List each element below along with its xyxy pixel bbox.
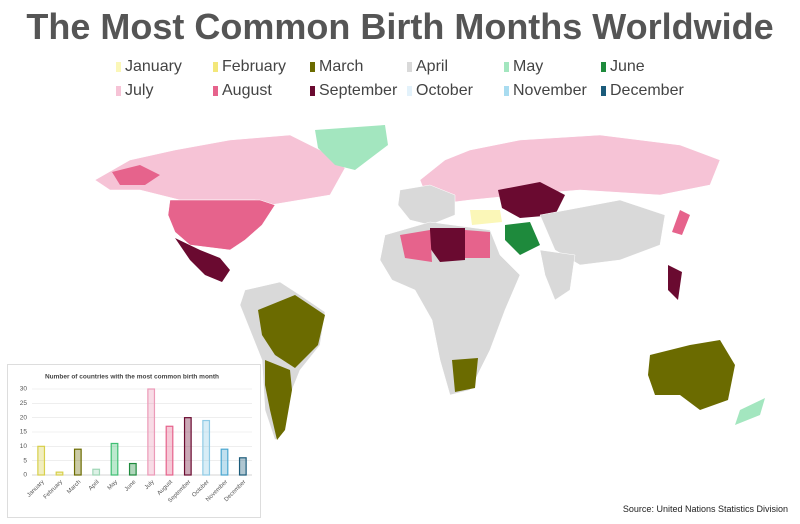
bar: [37, 445, 46, 476]
japan: [672, 210, 690, 235]
india: [539, 249, 576, 301]
argentina: [265, 360, 292, 440]
bar: [92, 468, 101, 476]
brazil: [258, 295, 325, 368]
philippines: [668, 265, 682, 300]
x-tick-label: February: [43, 479, 64, 500]
russia: [419, 134, 721, 206]
x-tick-label: May: [107, 479, 119, 491]
australia: [648, 340, 735, 410]
y-tick-label: 5: [23, 457, 27, 464]
y-tick-label: 25: [20, 400, 28, 407]
egypt: [465, 230, 490, 258]
kazakhstan: [498, 182, 565, 218]
legend-swatch: [504, 62, 509, 72]
x-tick-label: July: [144, 479, 156, 491]
bar: [165, 425, 174, 476]
europe: [397, 184, 456, 226]
algeria: [400, 230, 432, 262]
bar: [147, 388, 156, 476]
new-zealand: [735, 398, 765, 425]
legend-swatch: [116, 86, 121, 96]
bar: [55, 471, 64, 476]
bar: [110, 442, 119, 476]
legend-swatch: [601, 62, 606, 72]
usa: [167, 199, 276, 251]
bar: [220, 448, 229, 476]
bar: [73, 448, 82, 476]
legend-swatch: [213, 62, 218, 72]
legend-label: April: [416, 58, 449, 75]
y-tick-label: 30: [20, 386, 28, 393]
greenland: [315, 125, 388, 170]
inset-title: Number of countries with the most common…: [45, 374, 219, 381]
legend-item: March: [310, 58, 363, 76]
y-tick-label: 10: [20, 443, 28, 450]
legend-swatch: [310, 86, 315, 96]
legend-item: July: [116, 82, 153, 100]
bar: [202, 419, 211, 476]
bar: [128, 462, 137, 476]
legend-swatch: [601, 86, 606, 96]
legend-item: April: [407, 58, 448, 76]
legend-item: August: [213, 82, 272, 100]
legend-swatch: [407, 86, 412, 96]
legend-item: February: [213, 58, 286, 76]
legend-label: November: [513, 82, 587, 99]
legend-swatch: [116, 62, 121, 72]
libya: [430, 228, 465, 262]
x-tick-label: June: [124, 479, 138, 493]
bar: [183, 417, 192, 476]
mexico: [175, 238, 230, 282]
turkey: [470, 210, 502, 225]
x-tick-label: April: [88, 479, 101, 492]
legend-label: March: [319, 58, 364, 75]
legend-swatch: [407, 62, 412, 72]
legend-swatch: [504, 86, 509, 96]
legend-label: July: [125, 82, 154, 99]
legend-label: January: [125, 58, 182, 75]
legend-item: December: [601, 82, 684, 100]
x-tick-label: March: [66, 479, 82, 495]
legend-swatch: [213, 86, 218, 96]
bar: [238, 457, 247, 476]
source: Source: United Nations Statistics Divisi…: [622, 504, 788, 514]
legend-label: August: [222, 82, 272, 99]
legend-label: October: [416, 82, 473, 99]
canada: [94, 134, 346, 206]
x-tick-label: August: [157, 479, 175, 497]
inset-chart: Number of countries with the most common…: [7, 364, 261, 518]
legend-label: September: [319, 82, 398, 99]
legend-label: May: [513, 58, 544, 75]
alaska: [112, 165, 160, 185]
iran: [505, 222, 540, 255]
legend-label: December: [610, 82, 684, 99]
legend-item: November: [504, 82, 587, 100]
y-tick-label: 15: [20, 429, 28, 436]
africa: [379, 221, 521, 396]
legend-label: June: [610, 58, 645, 75]
y-tick-label: 20: [20, 414, 28, 421]
legend-swatch: [310, 62, 315, 72]
title: The Most Common Birth Months Worldwide: [26, 6, 774, 47]
south-africa: [452, 358, 478, 392]
legend-label: February: [222, 58, 287, 75]
y-tick-label: 0: [23, 472, 27, 479]
legend-item: September: [310, 82, 397, 100]
legend-item: May: [504, 58, 543, 76]
legend-item: January: [116, 58, 182, 76]
legend-item: June: [601, 58, 645, 76]
legend-item: October: [407, 82, 473, 100]
